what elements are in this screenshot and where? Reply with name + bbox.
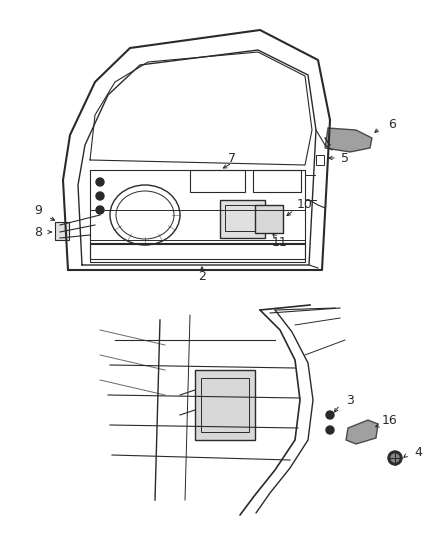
Bar — [220, 200, 265, 238]
Bar — [90, 244, 305, 262]
Bar — [225, 205, 258, 231]
Circle shape — [326, 411, 334, 419]
Polygon shape — [195, 370, 255, 440]
Text: 7: 7 — [228, 151, 236, 165]
Circle shape — [391, 454, 399, 462]
Bar — [201, 378, 249, 432]
Bar — [55, 222, 69, 240]
Text: 4: 4 — [414, 446, 422, 458]
Bar — [253, 170, 301, 192]
Circle shape — [326, 426, 334, 434]
Polygon shape — [325, 128, 372, 152]
Text: 6: 6 — [388, 118, 396, 132]
Circle shape — [388, 451, 402, 465]
Bar — [316, 155, 324, 165]
Bar — [255, 205, 283, 233]
Text: 11: 11 — [272, 237, 288, 249]
Text: 16: 16 — [382, 414, 398, 426]
Text: 10: 10 — [297, 198, 313, 212]
Text: 2: 2 — [198, 271, 206, 284]
Circle shape — [96, 192, 104, 200]
Bar — [190, 170, 245, 192]
Text: 8: 8 — [34, 225, 42, 238]
Circle shape — [96, 206, 104, 214]
Circle shape — [96, 178, 104, 186]
Text: 3: 3 — [346, 393, 354, 407]
Text: 9: 9 — [34, 204, 42, 216]
Polygon shape — [346, 420, 378, 444]
Text: 5: 5 — [341, 151, 349, 165]
